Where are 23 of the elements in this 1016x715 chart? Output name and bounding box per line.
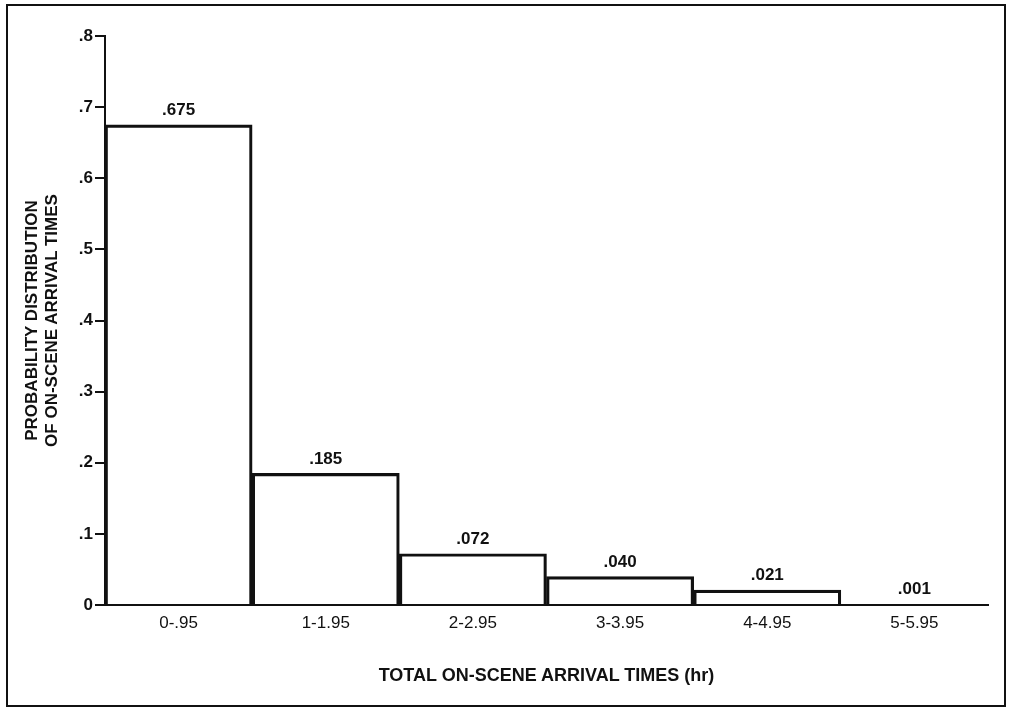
data-label: .040 bbox=[603, 551, 637, 571]
data-label: .001 bbox=[897, 579, 931, 599]
x-tick-label: 0-.95 bbox=[159, 612, 198, 632]
x-tick-label: 5-5.95 bbox=[890, 612, 939, 632]
y-tick-label: .1 bbox=[78, 523, 93, 543]
y-tick-label: .8 bbox=[78, 25, 93, 45]
y-tick-label: .7 bbox=[78, 96, 93, 116]
data-label: .675 bbox=[162, 100, 196, 120]
x-tick-label: 4-4.95 bbox=[743, 612, 792, 632]
data-label: .185 bbox=[309, 448, 343, 468]
y-tick-label: .3 bbox=[78, 381, 93, 401]
y-tick-label: 0 bbox=[83, 594, 93, 614]
y-tick-label: .6 bbox=[78, 167, 93, 187]
x-axis-title: TOTAL ON-SCENE ARRIVAL TIMES (hr) bbox=[378, 665, 715, 686]
y-axis-title: PROBABILITY DISTRIBUTION OF ON-SCENE ARRIVAL TIMES bbox=[21, 194, 62, 447]
data-label: .072 bbox=[456, 528, 490, 548]
y-tick-label: .5 bbox=[78, 239, 93, 259]
x-tick-label: 1-1.95 bbox=[301, 612, 350, 632]
x-tick-label: 2-2.95 bbox=[448, 612, 498, 632]
x-tick-label: 3-3.95 bbox=[595, 612, 645, 632]
y-tick-label: .2 bbox=[78, 452, 93, 472]
y-tick-label: .4 bbox=[78, 310, 94, 330]
data-label: .021 bbox=[750, 565, 784, 585]
